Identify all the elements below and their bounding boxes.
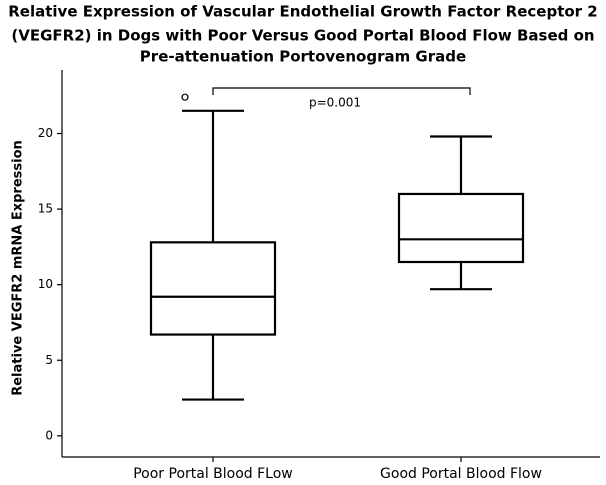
x-tick-label: Good Portal Blood Flow xyxy=(380,466,542,482)
y-tick-label: 15 xyxy=(38,202,53,216)
outlier xyxy=(181,93,189,101)
chart-title: (VEGFR2) in Dogs with Poor Versus Good P… xyxy=(11,27,594,45)
box xyxy=(149,241,277,336)
y-axis-label: Relative VEGFR2 mRNA Expression xyxy=(11,140,26,396)
significance-bracket xyxy=(212,87,471,95)
y-tick-label: 5 xyxy=(45,353,53,367)
y-tick-label: 10 xyxy=(38,277,53,291)
y-tick-label: 0 xyxy=(45,428,53,442)
chart-title: Pre-attenuation Portovenogram Grade xyxy=(140,48,466,66)
chart-title: Relative Expression of Vascular Endothel… xyxy=(8,3,598,21)
x-tick-label: Poor Portal Blood FLow xyxy=(133,466,293,482)
annotation: p=0.001 xyxy=(309,96,361,110)
y-tick-label: 20 xyxy=(38,126,53,140)
box xyxy=(397,192,525,264)
